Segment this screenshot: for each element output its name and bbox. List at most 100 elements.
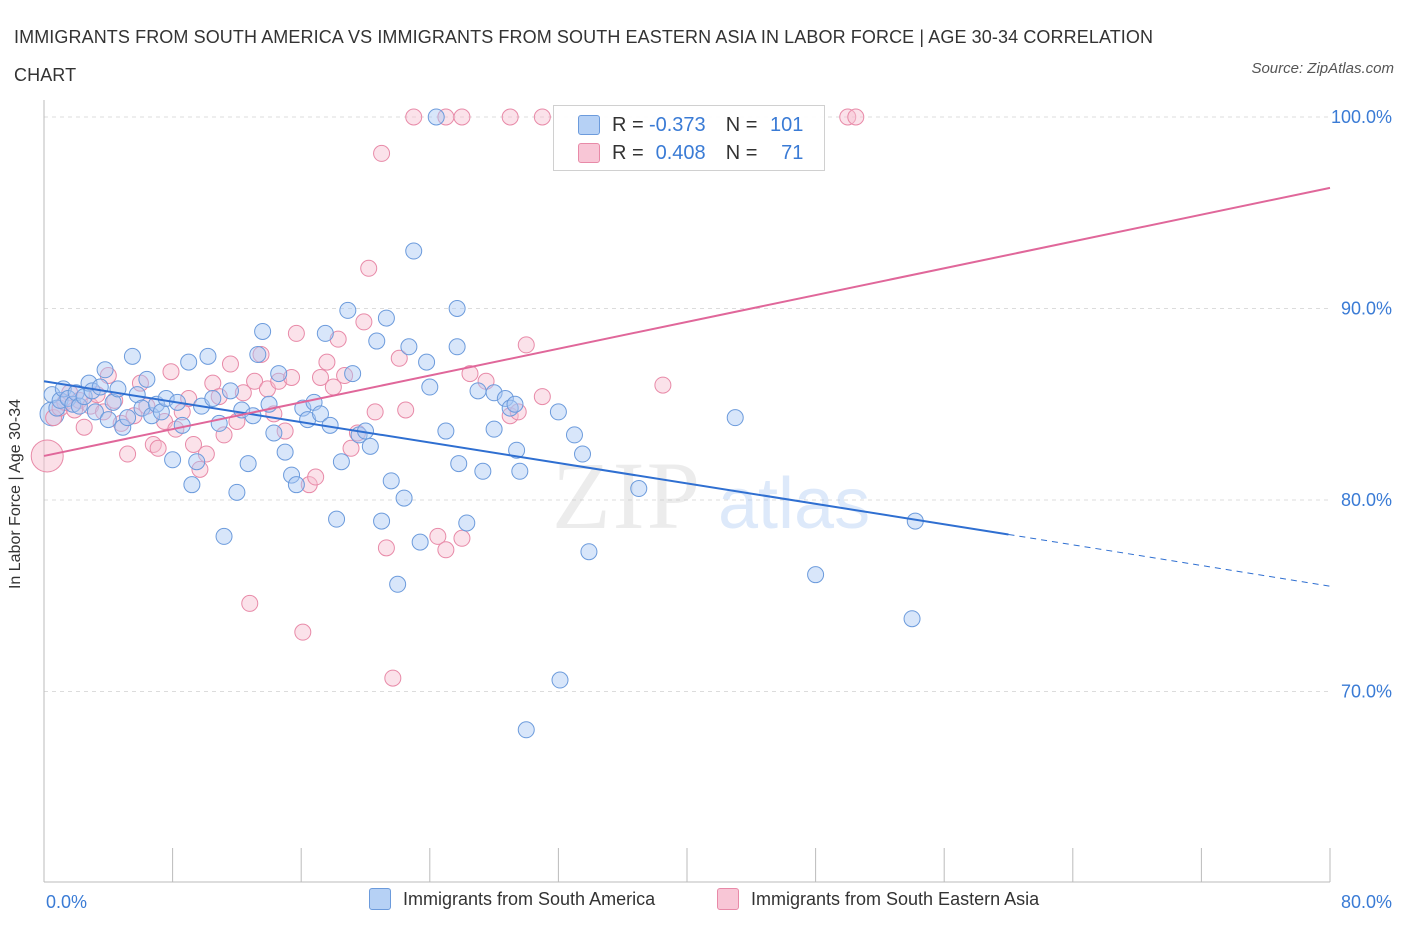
legend-item-south-eastern-asia[interactable]: Immigrants from South Eastern Asia (717, 888, 1039, 910)
legend-r-label: R = (612, 141, 644, 164)
data-point-south-america (215, 527, 233, 545)
data-point-south-eastern-asia (355, 313, 373, 331)
data-point-south-america (332, 453, 350, 471)
legend-item-south-america[interactable]: Immigrants from South America (369, 888, 655, 910)
source-note: Source: ZipAtlas.com (1251, 60, 1394, 77)
legend-swatch-blue (578, 115, 600, 135)
data-point-south-america (188, 453, 206, 471)
data-point-south-america (344, 365, 362, 383)
data-point-south-america (70, 397, 88, 415)
data-point-south-eastern-asia (461, 365, 479, 383)
data-point-south-eastern-asia (377, 539, 395, 557)
data-point-south-america (239, 455, 257, 473)
data-point-south-eastern-asia (373, 144, 391, 162)
data-point-south-eastern-asia (405, 108, 423, 126)
data-point-south-eastern-asia (180, 390, 198, 408)
watermark-atlas: atlas (718, 464, 870, 544)
data-point-south-america (86, 403, 104, 421)
data-point-south-america (373, 512, 391, 530)
data-point-south-america (164, 451, 182, 469)
data-point-south-america (418, 353, 436, 371)
data-point-south-eastern-asia (453, 108, 471, 126)
data-point-south-eastern-asia (294, 623, 312, 641)
data-point-south-america (368, 332, 386, 350)
data-point-south-america (574, 445, 592, 463)
data-point-south-eastern-asia (654, 376, 672, 394)
data-point-south-america (91, 378, 109, 396)
data-point-south-america (152, 403, 170, 421)
data-point-south-eastern-asia (311, 368, 329, 386)
data-point-south-america (474, 462, 492, 480)
data-point-south-america (339, 301, 357, 319)
data-point-south-america (123, 347, 141, 365)
data-point-south-eastern-asia (847, 108, 865, 126)
data-point-south-eastern-asia (99, 367, 117, 385)
trendline-south-america-extension (1008, 533, 1331, 587)
data-point-south-eastern-asia (307, 468, 325, 486)
data-point-south-eastern-asia (384, 669, 402, 687)
data-point-south-america (405, 242, 423, 260)
data-point-south-america (119, 409, 137, 427)
data-point-south-america (458, 514, 476, 532)
data-point-south-america (807, 566, 825, 584)
data-point-south-america (485, 420, 503, 438)
legend-label: Immigrants from South America (403, 888, 656, 909)
data-point-south-america (276, 443, 294, 461)
legend-n-label: N = (725, 141, 758, 164)
data-point-south-america (580, 543, 598, 561)
data-point-south-america (328, 510, 346, 528)
legend-n-value: 71 (781, 141, 804, 164)
data-point-south-eastern-asia (246, 372, 264, 390)
trendline-south-eastern-asia (43, 186, 1331, 457)
data-point-south-eastern-asia (517, 336, 535, 354)
data-point-south-eastern-asia (162, 363, 180, 381)
data-point-south-eastern-asia (184, 435, 202, 453)
data-point-south-america (221, 382, 239, 400)
series-legend: Immigrants from South America Immigrants… (0, 888, 1406, 916)
data-point-south-america (270, 365, 288, 383)
data-point-south-america (448, 338, 466, 356)
data-point-south-eastern-asia (75, 418, 93, 436)
data-point-south-america (565, 426, 583, 444)
data-point-south-america (361, 437, 379, 455)
data-point-south-america (549, 403, 567, 421)
data-point-south-america (508, 441, 526, 459)
data-point-south-america (496, 390, 514, 408)
data-point-south-america (726, 409, 744, 427)
data-point-south-america (249, 345, 267, 363)
correlation-legend: R = -0.373 N = 101 R = 0.408 N = 71 (553, 105, 825, 171)
data-point-south-america (421, 378, 439, 396)
data-point-south-america (96, 361, 114, 379)
data-point-south-eastern-asia (45, 409, 63, 427)
data-point-south-eastern-asia (287, 324, 305, 342)
data-point-south-america (138, 370, 156, 388)
data-point-south-america (204, 390, 222, 408)
data-point-south-america (180, 353, 198, 371)
data-point-south-eastern-asia (221, 355, 239, 373)
data-point-south-america (506, 395, 524, 413)
data-point-south-eastern-asia (533, 388, 551, 406)
legend-r-label: R = (612, 113, 644, 136)
data-point-south-eastern-asia (210, 388, 228, 406)
data-point-south-eastern-asia (234, 384, 252, 402)
data-point-south-america (183, 476, 201, 494)
data-point-south-america (551, 671, 569, 689)
legend-row-south-eastern-asia: R = 0.408 N = 71 (578, 140, 803, 166)
data-point-south-america (104, 393, 122, 411)
data-point-south-america (517, 721, 535, 739)
chart-title: IMMIGRANTS FROM SOUTH AMERICA VS IMMIGRA… (14, 27, 1154, 85)
legend-swatch-pink (717, 888, 739, 910)
data-point-south-eastern-asia (397, 401, 415, 419)
x-tick-label: 80.0% (1341, 892, 1392, 912)
data-point-south-america (427, 108, 445, 126)
data-point-south-eastern-asia (360, 259, 378, 277)
legend-swatch-pink (578, 143, 600, 163)
data-point-south-america (254, 322, 272, 340)
data-point-south-america (630, 480, 648, 498)
data-point-south-america (283, 466, 301, 484)
legend-swatch-blue (369, 888, 391, 910)
data-point-south-america (228, 483, 246, 501)
data-point-south-eastern-asia (241, 594, 259, 612)
data-point-south-america (395, 489, 413, 507)
data-point-south-america (382, 472, 400, 490)
